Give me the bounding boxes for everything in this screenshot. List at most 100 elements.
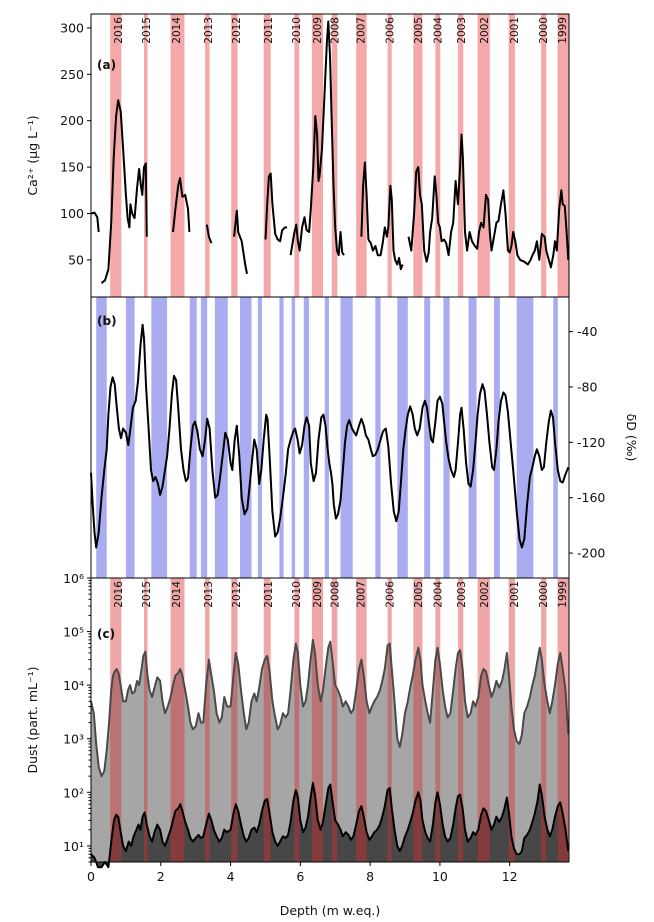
panel-label-b: (b) (97, 314, 117, 328)
winter-band-14 (477, 578, 490, 862)
winter-band-1 (144, 14, 148, 297)
summer-band-6 (239, 297, 252, 578)
y-tick-label: 50 (68, 252, 84, 267)
y-tick-label: -80 (577, 379, 597, 394)
x-tick-label: 12 (502, 869, 518, 884)
panel-b-deuterium-chart: -40 -80 -120 -160 -200 δD (‰) (b) (90, 296, 639, 579)
y-tick-label: 10⁴ (63, 678, 84, 693)
dd-line (90, 323, 570, 549)
winter-band-11 (413, 578, 423, 862)
winter-band-16 (541, 578, 547, 862)
winter-band-12 (435, 578, 441, 862)
y-tick-label: 10² (63, 785, 84, 800)
x-tick-label: 6 (296, 869, 304, 884)
year-label-2010: 2010 (291, 581, 303, 608)
year-label-2015: 2015 (141, 17, 153, 44)
summer-band-4 (200, 297, 208, 578)
summer-band-2 (151, 297, 168, 578)
year-label-2009: 2009 (312, 581, 324, 608)
year-label-2015: 2015 (141, 581, 153, 608)
panel-c-dust-chart: 10¹ 10² 10³ 10⁴ 10⁵ 10⁶ Dust (part. mL⁻¹) (c) 20… (25, 571, 570, 869)
year-label-2007: 2007 (355, 17, 367, 44)
winter-band-13 (458, 578, 464, 862)
y-tick-label: 10¹ (63, 839, 84, 854)
y-tick-label: 150 (60, 160, 84, 175)
y-axis-label-dd: δD (‰) (624, 414, 639, 462)
ca-segment-0 (90, 211, 100, 233)
winter-band-9 (356, 14, 367, 297)
dust-coarse-area (91, 639, 569, 862)
ca-segment-4 (233, 209, 248, 274)
panel-a-ca-chart: 50 100 150 200 250 300 Ca²⁺ (μg L⁻¹) (a) 2016 201… (25, 13, 570, 298)
summer-band-5 (214, 297, 228, 578)
winter-band-4 (231, 578, 238, 862)
year-label-2005: 2005 (413, 17, 425, 44)
year-label-2008: 2008 (330, 581, 342, 608)
y-tick-label: -200 (577, 546, 605, 561)
year-label-2003: 2003 (456, 17, 468, 44)
winter-band-14 (477, 14, 490, 297)
year-label-2012: 2012 (231, 581, 243, 608)
winter-band-0 (110, 578, 122, 862)
winter-band-15 (508, 14, 515, 297)
winter-band-10 (387, 14, 392, 297)
summer-band-13 (375, 297, 381, 578)
y-axis-label-ca: Ca²⁺ (μg L⁻¹) (25, 115, 40, 195)
year-label-2011: 2011 (263, 581, 275, 608)
year-label-2001: 2001 (509, 581, 521, 608)
dust-coarse-line (90, 638, 570, 778)
year-label-2003: 2003 (456, 581, 468, 608)
winter-band-17 (557, 578, 569, 862)
x-tick-label: 2 (157, 869, 165, 884)
x-axis-label: Depth (m w.eq.) (280, 903, 381, 918)
winter-band-8 (331, 14, 338, 297)
x-tick-label: 4 (227, 869, 235, 884)
year-label-2013: 2013 (203, 581, 215, 608)
summer-band-17 (468, 297, 477, 578)
year-label-2016: 2016 (113, 581, 125, 608)
year-label-2014: 2014 (171, 581, 183, 608)
year-label-2010: 2010 (291, 17, 303, 44)
year-label-2000: 2000 (538, 17, 550, 44)
y-tick-label: -160 (577, 490, 605, 505)
year-label-2001: 2001 (509, 17, 521, 44)
year-label-2004: 2004 (432, 581, 444, 608)
winter-band-2 (170, 14, 185, 297)
year-label-2012: 2012 (231, 17, 243, 44)
shared-x-axis: 0 2 4 6 8 10 12 (87, 862, 518, 884)
winter-band-16 (541, 14, 547, 297)
ca-segment-6 (289, 20, 345, 257)
ca-segment-2 (172, 177, 191, 233)
year-label-2000: 2000 (538, 581, 550, 608)
winter-band-17 (557, 14, 569, 297)
year-label-2002: 2002 (479, 581, 491, 608)
year-label-2013: 2013 (203, 17, 215, 44)
y-axis-label-dust: Dust (part. mL⁻¹) (25, 666, 40, 773)
ca-segment-5 (264, 172, 288, 243)
year-label-2004: 2004 (432, 17, 444, 44)
year-label-2006: 2006 (384, 17, 396, 44)
y-tick-label: 10⁵ (63, 625, 84, 640)
axes-frame (90, 577, 570, 863)
year-label-2011: 2011 (263, 17, 275, 44)
winter-band-8 (331, 578, 338, 862)
x-tick-label: 10 (432, 869, 448, 884)
ca-segment-3 (205, 224, 213, 244)
winter-band-12 (435, 14, 441, 297)
summer-band-19 (516, 297, 534, 578)
summer-band-8 (279, 297, 284, 578)
year-label-2014: 2014 (171, 17, 183, 44)
winter-band-6 (294, 14, 300, 297)
summer-band-3 (189, 297, 197, 578)
winter-band-7 (311, 578, 324, 862)
winter-band-5 (263, 578, 271, 862)
summer-band-14 (397, 297, 408, 578)
year-label-2006: 2006 (384, 581, 396, 608)
year-label-2005: 2005 (413, 581, 425, 608)
winter-band-11 (413, 14, 423, 297)
winter-band-3 (205, 14, 210, 297)
y-tick-label: 200 (60, 113, 84, 128)
y-tick-label: 100 (60, 206, 84, 221)
year-label-1999: 1999 (557, 581, 569, 608)
